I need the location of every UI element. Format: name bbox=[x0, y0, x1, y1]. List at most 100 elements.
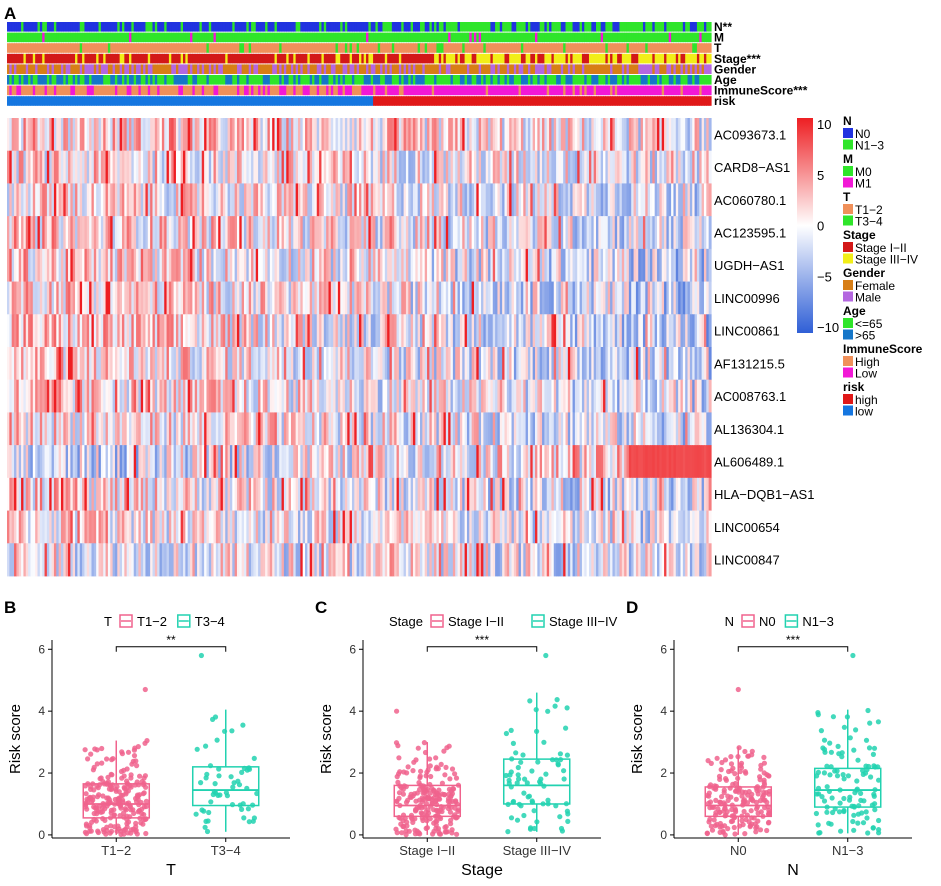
annotation-cell bbox=[614, 43, 618, 53]
heatmap-cell bbox=[567, 347, 571, 381]
heatmap-cell bbox=[563, 281, 567, 315]
heatmap-cell bbox=[190, 216, 193, 250]
heatmap-cell bbox=[368, 314, 372, 348]
heatmap-cell bbox=[511, 347, 515, 381]
heatmap-cell bbox=[649, 248, 653, 282]
heatmap-cell bbox=[246, 379, 250, 413]
heatmap-cell bbox=[657, 248, 660, 282]
annotation-cell bbox=[21, 53, 25, 64]
annotation-cell bbox=[513, 96, 517, 106]
annotation-cell bbox=[112, 75, 116, 85]
annotation-cell bbox=[319, 22, 323, 32]
heatmap-cell bbox=[11, 248, 15, 282]
annotation-cell bbox=[614, 53, 618, 64]
annotation-cell bbox=[100, 43, 104, 53]
annotation-cell bbox=[305, 22, 308, 32]
heatmap-cell bbox=[192, 150, 196, 184]
heatmap-cell bbox=[462, 314, 466, 348]
annotation-cell bbox=[121, 43, 125, 53]
heatmap-cell bbox=[563, 183, 567, 217]
annotation-cell bbox=[157, 64, 161, 74]
annotation-cell bbox=[391, 43, 395, 53]
heatmap-cell bbox=[143, 281, 147, 315]
heatmap-cell bbox=[436, 281, 440, 315]
heatmap-cell bbox=[563, 248, 567, 282]
annotation-cell bbox=[420, 43, 423, 53]
annotation-cell bbox=[37, 85, 41, 96]
heatmap-cell bbox=[546, 248, 550, 282]
annotation-cell bbox=[314, 96, 318, 106]
heatmap-cell bbox=[361, 183, 365, 217]
annotation-cell bbox=[321, 64, 325, 74]
heatmap-cell bbox=[546, 183, 550, 217]
heatmap-cell bbox=[267, 183, 271, 217]
heatmap-cell bbox=[124, 347, 128, 381]
heatmap-cell bbox=[93, 183, 97, 217]
heatmap-cell bbox=[136, 216, 140, 250]
annotation-cell bbox=[631, 22, 635, 32]
heatmap-cell bbox=[356, 183, 360, 217]
annotation-cell bbox=[431, 22, 435, 32]
annotation-cell bbox=[337, 53, 341, 64]
heatmap-cell bbox=[89, 314, 93, 348]
heatmap-cell bbox=[459, 118, 463, 152]
annotation-cell bbox=[652, 53, 656, 64]
heatmap-cell bbox=[551, 248, 555, 282]
heatmap-cell bbox=[377, 216, 381, 250]
annotation-cell bbox=[42, 96, 46, 106]
annotation-cell bbox=[335, 22, 339, 32]
heatmap-cell bbox=[509, 118, 513, 152]
heatmap-cell bbox=[166, 150, 170, 184]
heatmap-cell bbox=[197, 216, 201, 250]
annotation-cell bbox=[673, 22, 677, 32]
annotation-cell bbox=[631, 43, 635, 53]
annotation-cell bbox=[633, 64, 637, 74]
annotation-cell bbox=[633, 22, 637, 32]
heatmap-cell bbox=[77, 118, 81, 152]
heatmap-cell bbox=[326, 248, 330, 282]
heatmap-cell bbox=[488, 118, 492, 152]
annotation-cell bbox=[462, 64, 466, 74]
heatmap-cell bbox=[638, 347, 642, 381]
annotation-cell bbox=[100, 96, 104, 106]
heatmap-cell bbox=[58, 379, 62, 413]
heatmap-cell bbox=[678, 248, 682, 282]
annotation-cell bbox=[420, 75, 423, 85]
heatmap-cell bbox=[152, 150, 156, 184]
annotation-cell bbox=[476, 53, 480, 64]
heatmap-cell bbox=[100, 248, 104, 282]
annotation-cell bbox=[295, 43, 299, 53]
annotation-cell bbox=[603, 64, 606, 74]
annotation-track bbox=[7, 53, 712, 64]
annotation-cell bbox=[422, 96, 426, 106]
annotation-cell bbox=[565, 32, 569, 43]
heatmap-cell bbox=[603, 281, 606, 315]
heatmap-cell bbox=[452, 347, 456, 381]
annotation-cell bbox=[18, 64, 22, 74]
annotation-cell bbox=[478, 43, 482, 53]
annotation-cell bbox=[499, 43, 503, 53]
annotation-cell bbox=[441, 53, 445, 64]
annotation-cell bbox=[542, 64, 545, 74]
heatmap-cell bbox=[77, 150, 81, 184]
annotation-cell bbox=[316, 75, 320, 85]
heatmap-cell bbox=[138, 216, 142, 250]
heatmap-cell bbox=[495, 216, 499, 250]
annotation-cell bbox=[65, 64, 69, 74]
heatmap-cell bbox=[424, 248, 428, 282]
annotation-cell bbox=[694, 32, 698, 43]
annotation-cell bbox=[227, 75, 231, 85]
annotation-cell bbox=[44, 75, 48, 85]
annotation-cell bbox=[194, 22, 198, 32]
heatmap-cell bbox=[136, 314, 140, 348]
heatmap-cell bbox=[314, 281, 318, 315]
heatmap-cell bbox=[539, 281, 543, 315]
heatmap-cell bbox=[199, 150, 203, 184]
heatmap-cell bbox=[84, 281, 88, 315]
heatmap-cell bbox=[138, 183, 142, 217]
annotation-cell bbox=[577, 43, 581, 53]
annotation-cell bbox=[220, 64, 224, 74]
heatmap-cell bbox=[218, 216, 222, 250]
heatmap-cell bbox=[363, 347, 367, 381]
annotation-cell bbox=[63, 85, 67, 96]
